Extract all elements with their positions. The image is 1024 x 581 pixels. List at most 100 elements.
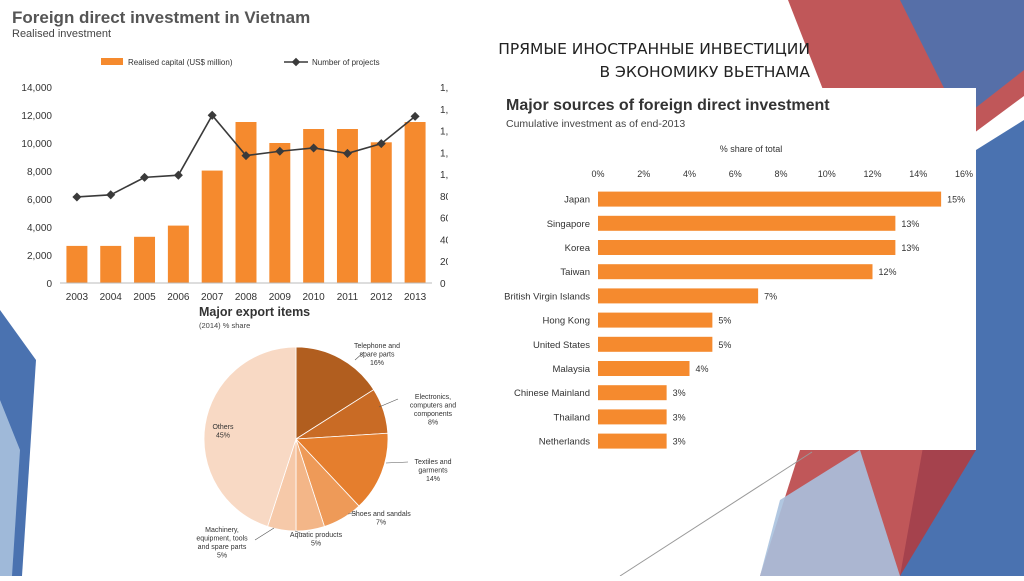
sources-bar-value-label: 12% xyxy=(879,267,897,277)
y2-tick-label: 1,000 xyxy=(440,170,448,181)
point-number-of-projects xyxy=(207,110,217,120)
pie-slice-label: garments xyxy=(418,468,448,475)
sources-x-tick-label: 8% xyxy=(774,169,787,179)
y-tick-label: 4,000 xyxy=(27,223,52,234)
bar-realised-capital xyxy=(404,122,426,283)
pie-leader-line xyxy=(378,398,399,408)
bar-realised-capital xyxy=(336,129,358,283)
bar-realised-capital xyxy=(66,245,88,283)
x-tick-label: 2005 xyxy=(133,292,156,303)
point-number-of-projects xyxy=(309,143,319,153)
pie-slice-label: Textiles and xyxy=(415,459,452,466)
y2-tick-label: 1,400 xyxy=(440,127,448,138)
x-tick-label: 2007 xyxy=(201,292,224,303)
pie-slice-label: and spare parts xyxy=(198,544,247,551)
y-tick-label: 14,000 xyxy=(21,83,52,94)
pie-chart-title: Major export items xyxy=(199,305,310,319)
sources-x-tick-label: 16% xyxy=(955,169,973,179)
pie-slice-label: Electronics, xyxy=(415,394,451,401)
sources-category-label: Chinese Mainland xyxy=(514,388,590,399)
sources-category-label: United States xyxy=(533,340,590,351)
sources-x-tick-label: 0% xyxy=(591,169,604,179)
sources-bar-value-label: 3% xyxy=(673,412,686,422)
bar-realised-capital xyxy=(134,236,156,283)
y-tick-label: 2,000 xyxy=(27,251,52,262)
point-number-of-projects xyxy=(106,190,116,200)
pie-slice-value: 5% xyxy=(311,541,321,548)
y-tick-label: 0 xyxy=(46,279,52,290)
x-tick-label: 2008 xyxy=(235,292,258,303)
sources-chart-subtitle: Cumulative investment as of end-2013 xyxy=(506,118,685,130)
bar-realised-capital xyxy=(100,245,122,283)
x-tick-label: 2011 xyxy=(337,292,359,303)
pie-slice-label: equipment, tools xyxy=(196,536,248,543)
point-number-of-projects xyxy=(275,146,285,156)
sources-bar-value-label: 7% xyxy=(764,291,777,301)
pie-leader-line xyxy=(354,351,365,361)
bar-realised-capital xyxy=(303,129,325,283)
deco-line xyxy=(619,451,813,576)
pie-slice-value: 16% xyxy=(370,360,384,367)
legend-swatch-realised-capital xyxy=(101,58,123,65)
bar-realised-capital xyxy=(370,142,392,283)
pie-slice-value: 8% xyxy=(428,420,438,427)
sources-x-tick-label: 2% xyxy=(637,169,650,179)
bar-realised-capital xyxy=(167,225,189,283)
sources-bar xyxy=(598,191,942,207)
sources-bar-value-label: 5% xyxy=(718,316,731,326)
bar-realised-capital xyxy=(269,143,291,283)
y-tick-label: 6,000 xyxy=(27,195,52,206)
point-number-of-projects xyxy=(140,172,150,182)
pie-slice xyxy=(295,432,389,507)
pie-slice-label: computers and xyxy=(410,403,456,410)
sources-category-label: Taiwan xyxy=(560,267,590,278)
y2-tick-label: 800 xyxy=(440,192,448,203)
pie-leader-line xyxy=(254,527,275,541)
sources-bar xyxy=(598,433,667,449)
sources-bar xyxy=(598,336,713,352)
sources-category-label: Malaysia xyxy=(553,364,591,375)
pie-slice-value: 5% xyxy=(217,553,227,560)
fdi-chart: Foreign direct investment in VietnamReal… xyxy=(12,8,465,303)
fdi-chart-panel: Foreign direct investment in Vietnam Real… xyxy=(8,2,465,312)
pie-slice-value: 14% xyxy=(426,476,440,483)
sources-x-axis-label: % share of total xyxy=(720,144,783,154)
x-tick-label: 2010 xyxy=(303,292,326,303)
pie-leader-line xyxy=(385,461,409,464)
pie-slice-label: Others xyxy=(212,424,234,431)
sources-x-tick-label: 14% xyxy=(909,169,927,179)
x-tick-label: 2009 xyxy=(269,292,292,303)
deco-top-blue xyxy=(900,0,1024,120)
sources-bar-value-label: 5% xyxy=(718,340,731,350)
sources-category-label: Hong Kong xyxy=(542,316,590,327)
deco-left-lightblue xyxy=(0,400,20,576)
sources-bar-value-label: 15% xyxy=(947,195,965,205)
pie-leader-line xyxy=(294,530,304,535)
sources-x-tick-label: 12% xyxy=(863,169,881,179)
y2-tick-label: 1,200 xyxy=(440,148,448,159)
bar-realised-capital xyxy=(235,122,257,283)
export-items-chart-panel: Major export items (2014) % share Telephon… xyxy=(150,300,480,576)
sources-bar-value-label: 13% xyxy=(901,243,919,253)
pie-slice-label: Machinery, xyxy=(205,527,239,534)
point-number-of-projects xyxy=(173,170,183,180)
y2-tick-label: 200 xyxy=(440,257,448,268)
y2-tick-label: 0 xyxy=(440,279,446,290)
x-tick-label: 2012 xyxy=(370,292,393,303)
sources-category-label: British Virgin Islands xyxy=(504,291,590,302)
slide-title-line2: В ЭКОНОМИКУ ВЬЕТНАМА xyxy=(599,63,810,81)
sources-bar xyxy=(598,312,713,328)
sources-bar-value-label: 3% xyxy=(673,437,686,447)
pie-slice-label: Aquatic products xyxy=(290,532,343,539)
sources-bar-value-label: 3% xyxy=(673,388,686,398)
sources-x-tick-label: 10% xyxy=(818,169,836,179)
legend-label-projects: Number of projects xyxy=(312,58,380,67)
pie-leader-line xyxy=(347,512,357,515)
x-tick-label: 2003 xyxy=(66,292,89,303)
sources-bar xyxy=(598,215,896,231)
y2-tick-label: 1,600 xyxy=(440,105,448,116)
sources-category-label: Japan xyxy=(564,195,590,206)
legend-label-realised-capital: Realised capital (US$ million) xyxy=(128,58,233,67)
sources-bar xyxy=(598,264,873,280)
sources-x-tick-label: 6% xyxy=(729,169,742,179)
